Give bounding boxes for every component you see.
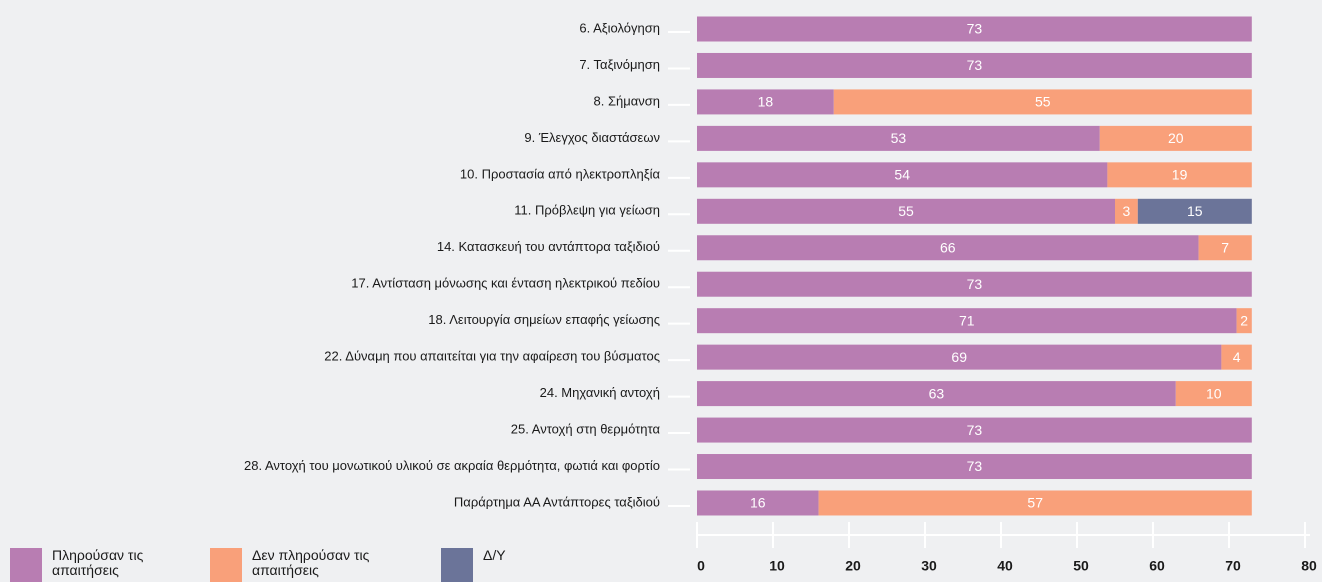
legend-label: Δεν πληρούσαν τις απαιτήσεις xyxy=(252,547,370,578)
x-tick-label: 60 xyxy=(1149,558,1165,574)
bar-value-label: 18 xyxy=(758,94,774,110)
bar-value-label: 10 xyxy=(1206,385,1222,401)
x-tick-label: 40 xyxy=(997,558,1013,574)
bar-value-label: 73 xyxy=(967,276,983,292)
bar-segment xyxy=(1198,235,1252,261)
legend-item: Δ/Υ xyxy=(441,548,603,582)
bar-value-label: 69 xyxy=(951,349,967,365)
x-tick-label: 30 xyxy=(921,558,937,574)
legend-swatch xyxy=(210,548,242,582)
bar-segment xyxy=(1221,344,1252,370)
y-tick-label: 28. Αντοχή του μονωτικού υλικού σε ακραί… xyxy=(244,458,660,473)
bar-value-label: 63 xyxy=(929,385,945,401)
bar-segment xyxy=(1137,198,1252,224)
bar-segment xyxy=(697,16,1252,42)
y-tick-label: 7. Ταξινόμηση xyxy=(579,57,660,72)
bar-value-label: 2 xyxy=(1240,312,1248,328)
y-tick-label: 10. Προστασία από ηλεκτροπληξία xyxy=(460,166,661,181)
bar-value-label: 57 xyxy=(1027,495,1043,511)
bar-segment xyxy=(833,89,1252,115)
x-tick-label: 80 xyxy=(1301,558,1317,574)
bar-segment xyxy=(697,490,819,516)
bar-segment xyxy=(697,381,1176,407)
bar-segment xyxy=(818,490,1252,516)
bar-segment xyxy=(1115,198,1138,224)
bar-value-label: 3 xyxy=(1123,203,1131,219)
bar-value-label: 66 xyxy=(940,239,956,255)
bar-value-label: 73 xyxy=(967,458,983,474)
bar-segment xyxy=(1099,125,1252,151)
bar-value-label: 7 xyxy=(1221,239,1229,255)
y-tick-label: 6. Αξιολόγηση xyxy=(579,20,660,35)
legend-item: Δεν πληρούσαν τις απαιτήσεις xyxy=(210,548,372,582)
y-tick-label: 11. Πρόβλεψη για γείωση xyxy=(514,203,660,218)
bar-value-label: 71 xyxy=(959,312,975,328)
bar-segment xyxy=(697,52,1252,78)
bar-segment xyxy=(697,162,1108,188)
bar-segment xyxy=(697,235,1199,261)
bar-segment xyxy=(697,198,1115,224)
bar-segment xyxy=(1236,308,1252,334)
y-tick-label: 18. Λειτουργία σημείων επαφής γείωσης xyxy=(428,312,660,327)
bar-segment xyxy=(697,89,834,115)
bar-value-label: 53 xyxy=(891,130,907,146)
y-tick-label: 22. Δύναμη που απαιτείται για την αφαίρε… xyxy=(324,349,660,364)
y-tick-label: 14. Κατασκευή του αντάπτορα ταξιδιού xyxy=(437,239,660,254)
y-tick-label: 9. Έλεγχος διαστάσεων xyxy=(524,130,660,145)
bar-value-label: 16 xyxy=(750,495,766,511)
x-tick-label: 10 xyxy=(769,558,785,574)
bar-value-label: 73 xyxy=(967,21,983,37)
bar-value-label: 73 xyxy=(967,422,983,438)
y-tick-label: 17. Αντίσταση μόνωσης και ένταση ηλεκτρι… xyxy=(351,276,660,291)
x-tick-label: 0 xyxy=(697,558,705,574)
y-tick-label: 24. Μηχανική αντοχή xyxy=(540,385,660,400)
bar-segment xyxy=(697,308,1237,334)
bar-value-label: 73 xyxy=(967,57,983,73)
bar-value-label: 20 xyxy=(1168,130,1184,146)
bar-value-label: 55 xyxy=(1035,94,1051,110)
y-tick-label: 25. Αντοχή στη θερμότητα xyxy=(511,421,661,436)
bar-value-label: 4 xyxy=(1233,349,1241,365)
bar-value-label: 54 xyxy=(894,167,910,183)
bar-value-label: 19 xyxy=(1172,167,1188,183)
bar-value-label: 15 xyxy=(1187,203,1203,219)
y-tick-label: Παράρτημα ΑΑ Αντάπτορες ταξιδιού xyxy=(454,494,660,509)
y-tick-label: 8. Σήμανση xyxy=(594,93,660,108)
legend-label: Πληρούσαν τις απαιτήσεις xyxy=(52,547,144,578)
bar-segment xyxy=(697,125,1100,151)
bar-segment xyxy=(1175,381,1252,407)
legend-item: Πληρούσαν τις απαιτήσεις xyxy=(10,548,172,582)
bar-value-label: 55 xyxy=(898,203,914,219)
bar-segment xyxy=(697,271,1252,297)
legend-label: Δ/Υ xyxy=(483,547,506,563)
legend-swatch xyxy=(441,548,473,582)
bar-segment xyxy=(697,344,1222,370)
bar-segment xyxy=(1107,162,1252,188)
bar-segment xyxy=(697,454,1252,480)
x-tick-label: 70 xyxy=(1225,558,1241,574)
x-tick-label: 20 xyxy=(845,558,861,574)
bar-segment xyxy=(697,417,1252,443)
x-tick-label: 50 xyxy=(1073,558,1089,574)
legend-swatch xyxy=(10,548,42,582)
